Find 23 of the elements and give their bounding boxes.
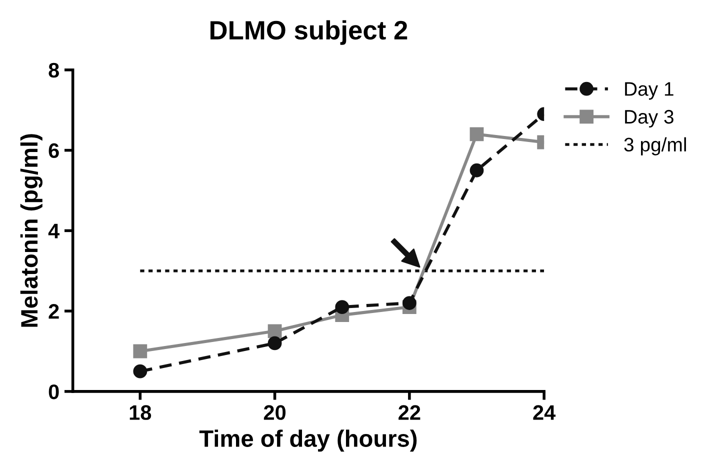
point: [402, 296, 416, 310]
point: [335, 300, 350, 314]
x-tick-label: 24: [533, 405, 556, 420]
point: [470, 163, 484, 178]
point: [470, 127, 484, 142]
point: [133, 344, 148, 358]
x-tick-label: 20: [264, 405, 286, 420]
y-tick-label: 0: [48, 384, 59, 400]
y-axis-title: Melatonin (pg/ml): [20, 134, 42, 327]
point: [268, 336, 282, 350]
x-axis-title: Time of day (hours): [199, 430, 417, 452]
x-tick-label: 22: [398, 405, 420, 420]
chart-title: DLMO subject 2: [210, 20, 408, 45]
y-tick-label: 4: [48, 224, 60, 238]
legend-label: 3 pg/ml: [624, 137, 686, 156]
y-tick-label: 8: [48, 62, 59, 78]
legend-label: Day 1: [625, 82, 674, 100]
point: [268, 324, 282, 338]
legend-label: Day 3: [625, 110, 674, 128]
point: [133, 364, 148, 378]
y-tick-label: 6: [48, 143, 59, 158]
y-tick-label: 2: [48, 304, 59, 319]
x-tick-label: 18: [130, 405, 152, 420]
